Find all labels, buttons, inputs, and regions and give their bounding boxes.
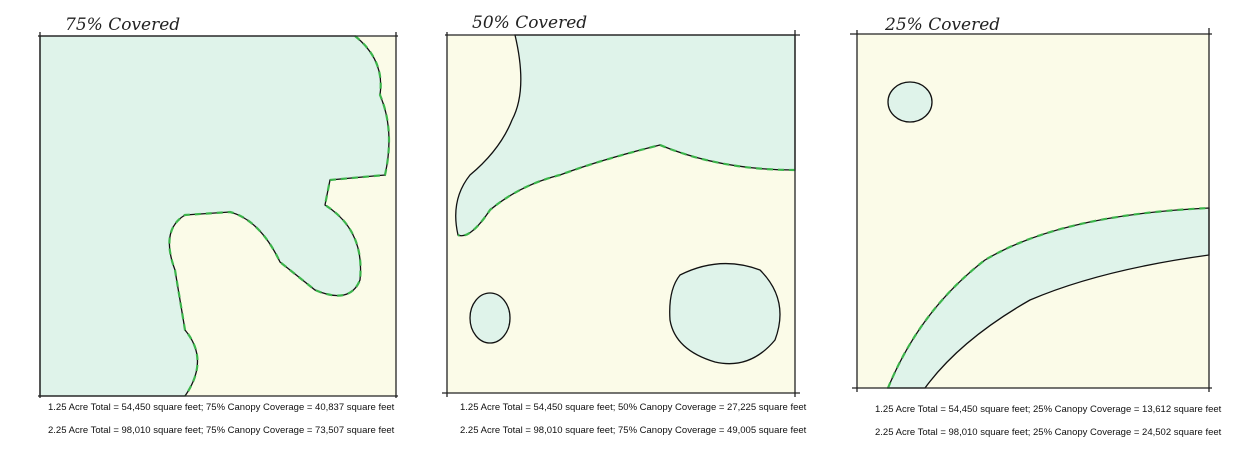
- canopy-area: [455, 34, 796, 237]
- panel: 25% Covered 1.25 Acre Total = 54,450 squ…: [850, 15, 1222, 438]
- caption: 2.25 Acre Total = 98,010 square feet; 75…: [460, 425, 807, 436]
- caption: 1.25 Acre Total = 54,450 square feet; 50…: [460, 402, 807, 413]
- panel-title: 25% Covered: [884, 15, 1000, 35]
- canopy-area: [669, 262, 781, 365]
- canopy-edge: [457, 143, 796, 237]
- panel-title: 50% Covered: [472, 13, 587, 33]
- panel: 75% Covered 1.25 Acre Total = 54,450 squ…: [38, 15, 398, 436]
- panel: 50% Covered 1.25 Acre Total = 54,450 squ…: [442, 13, 807, 436]
- caption: 2.25 Acre Total = 98,010 square feet; 25…: [875, 427, 1222, 438]
- canopy-edge: [168, 35, 391, 397]
- caption: 1.25 Acre Total = 54,450 square feet; 75…: [48, 402, 395, 413]
- canopy-area: [887, 81, 933, 123]
- panel-title: 75% Covered: [65, 15, 180, 35]
- caption: 2.25 Acre Total = 98,010 square feet; 75…: [48, 425, 395, 436]
- canopy-area: [469, 292, 511, 344]
- caption: 1.25 Acre Total = 54,450 square feet; 25…: [875, 404, 1222, 415]
- canopy-edge: [886, 206, 1210, 389]
